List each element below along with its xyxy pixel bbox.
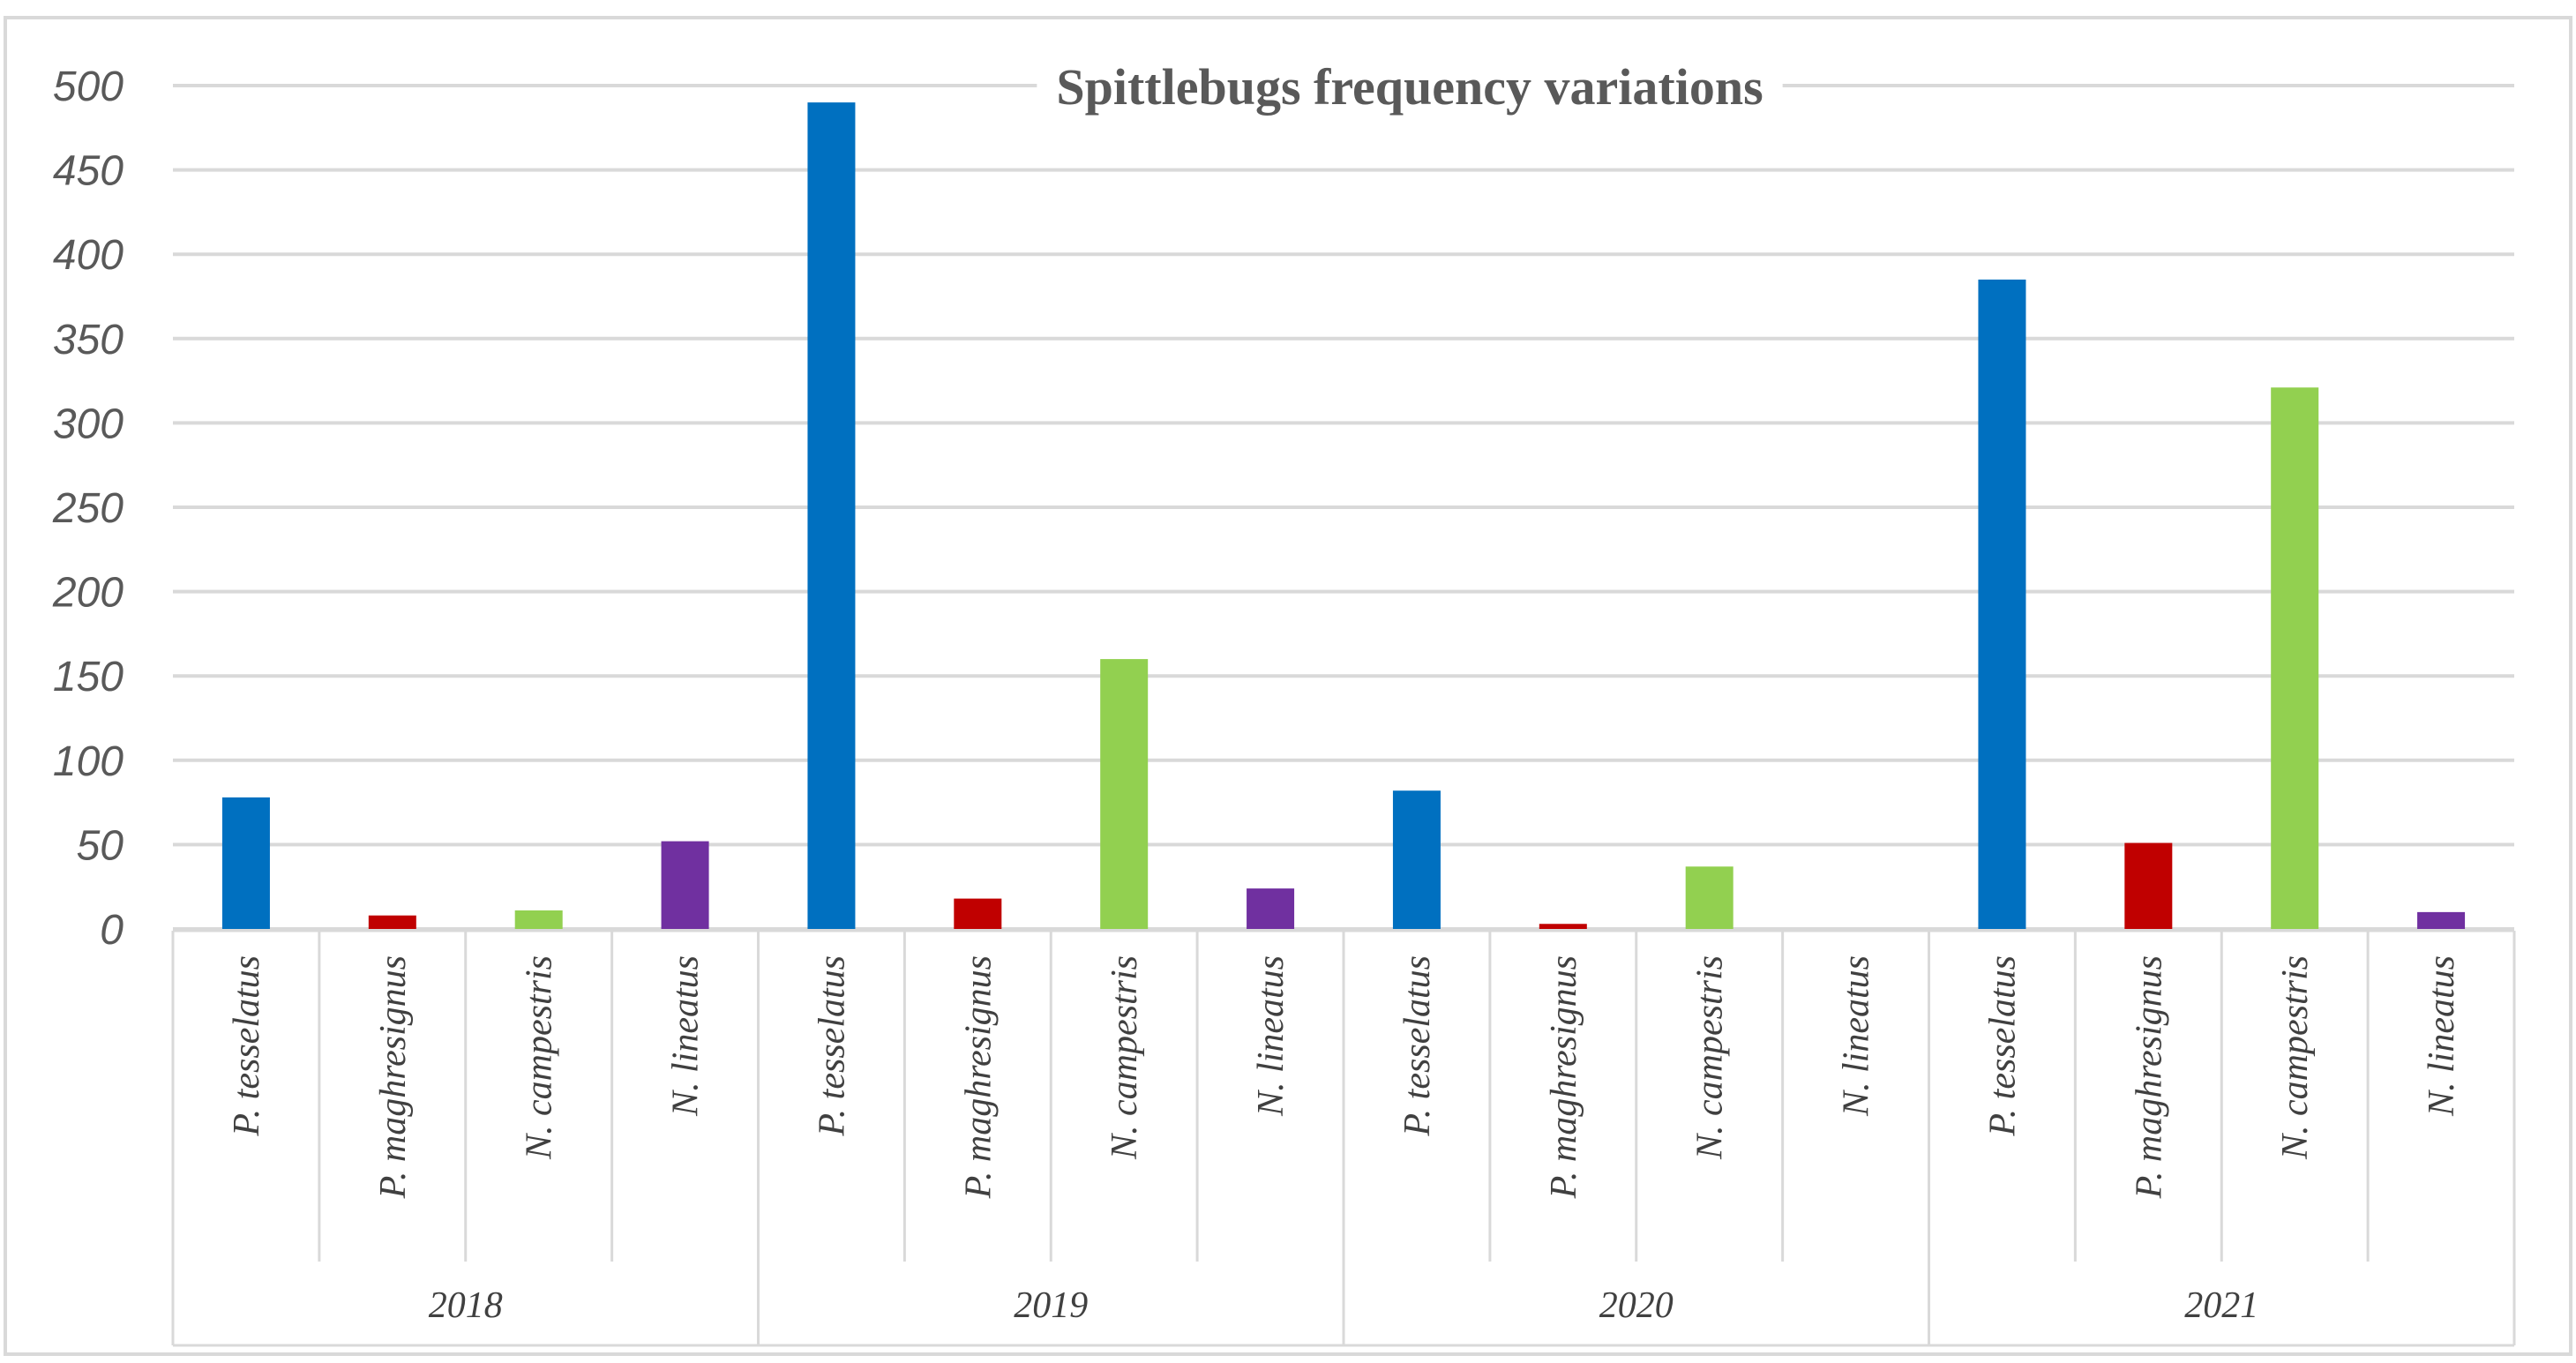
y-tick-label: 50 [77,822,124,869]
category-label: P. tesselatus [1982,955,2023,1137]
category-label: P. maghresignus [373,955,414,1199]
bars [221,102,2466,930]
y-axis-ticks: 0 50 100 150 200 250 300 350 400 450 500 [52,64,124,954]
bar [2417,911,2466,929]
chart-title: Spittlebugs frequency variations [1056,58,1763,116]
bar [1685,866,1734,929]
y-tick-label: 300 [53,401,124,447]
chart-title-background [1037,53,1783,121]
category-label: P. tesselatus [812,955,852,1137]
y-tick-label: 100 [53,738,124,785]
category-label: N. lineatus [2422,955,2462,1117]
x-axis-group-labels: 2018 2019 2020 2021 [173,1285,2514,1347]
y-tick-label: 0 [100,907,124,954]
category-label: N. campestris [1105,955,1145,1160]
category-label: N. lineatus [1251,955,1292,1117]
y-tick-label: 150 [53,654,124,700]
gridlines [173,84,2514,931]
category-label: N. lineatus [1837,955,1877,1117]
y-tick-label: 350 [53,317,124,363]
bar [2271,387,2319,929]
bar [807,102,856,930]
group-label: 2018 [429,1285,503,1326]
group-label: 2020 [1599,1285,1674,1326]
y-tick-label: 400 [53,232,124,279]
y-tick-label: 500 [53,64,124,110]
category-label: N. lineatus [666,955,707,1117]
bar [1539,924,1587,929]
category-label: N. campestris [2275,955,2316,1160]
category-label: P. maghresignus [2129,955,2169,1199]
bar [2124,843,2173,929]
bar [1100,659,1149,929]
y-tick-label: 450 [53,148,124,195]
group-label: 2021 [2184,1285,2258,1326]
category-label: P. tesselatus [227,955,267,1137]
bar [1247,888,1295,929]
category-label: N. campestris [1690,955,1731,1160]
bar [661,841,709,929]
x-axis-category-labels: P. tesselatus P. maghresignus N. campestri… [171,929,2516,1345]
category-label: P. tesselatus [1397,955,1438,1137]
y-tick-label: 250 [52,485,124,532]
category-label: N. campestris [520,955,560,1160]
bar [514,910,563,929]
y-tick-label: 200 [52,570,124,617]
group-label: 2019 [1014,1285,1088,1326]
chart-border [4,16,2572,1356]
bar [1392,790,1441,929]
category-label: P. maghresignus [1544,955,1584,1199]
bar [1978,279,2026,929]
category-label: P. maghresignus [958,955,999,1199]
bar [368,915,416,929]
bar [221,797,270,929]
bar [954,898,1002,929]
